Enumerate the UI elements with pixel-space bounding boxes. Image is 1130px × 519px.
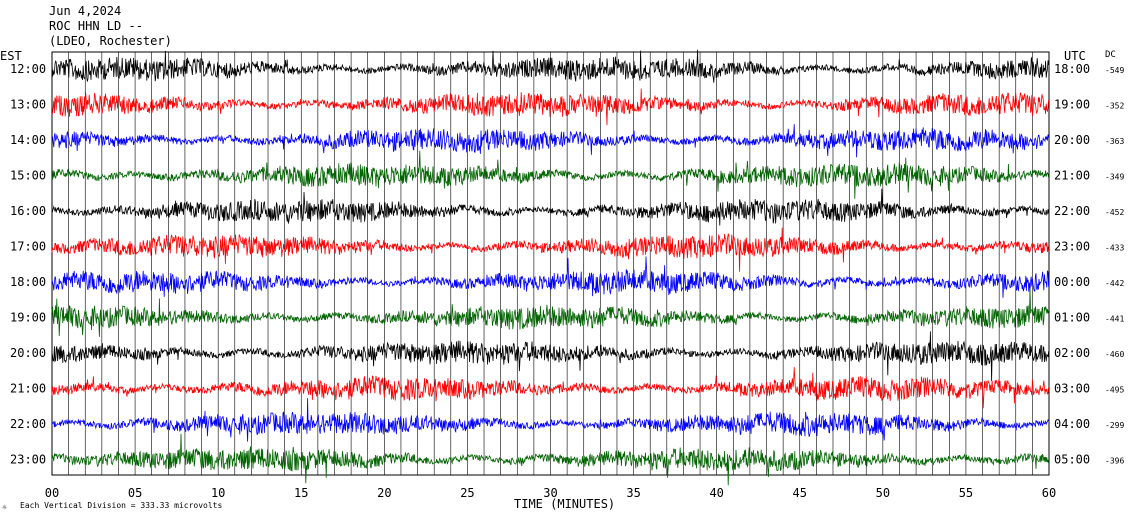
- utc-row-label: 03:00: [1054, 382, 1090, 396]
- dc-offset-label: -433: [1105, 244, 1124, 253]
- utc-row-label: 02:00: [1054, 346, 1090, 360]
- seismic-trace-row-1500: [51, 150, 1049, 199]
- dc-offset-label: -352: [1105, 102, 1124, 111]
- x-tick-labels: 00 05 10 15 20 25 30 35 40 45 50 55 60: [45, 486, 1056, 500]
- utc-timezone-label: UTC: [1064, 49, 1086, 63]
- utc-row-label: 20:00: [1054, 133, 1090, 147]
- est-timezone-label: EST: [0, 49, 22, 63]
- dc-offset-label: -349: [1105, 173, 1124, 182]
- dc-offset-label: -495: [1105, 386, 1124, 395]
- dc-header-label: DC: [1105, 50, 1116, 60]
- est-row-label: 15:00: [10, 169, 46, 183]
- dc-offset-label: -363: [1105, 137, 1124, 146]
- x-tick-label: 40: [709, 486, 723, 500]
- seismic-trace-row-1700: [51, 227, 1049, 272]
- x-tick-label: 55: [959, 486, 973, 500]
- est-row-label: 22:00: [10, 417, 46, 431]
- x-tick-label: 05: [128, 486, 142, 500]
- utc-row-label: 18:00: [1054, 62, 1090, 76]
- est-row-label: 18:00: [10, 275, 46, 289]
- dc-offset-label: -442: [1105, 279, 1124, 288]
- dc-offset-label: -452: [1105, 208, 1124, 217]
- est-row-label: 14:00: [10, 133, 46, 147]
- dc-offset-label: -299: [1105, 421, 1124, 430]
- est-row-label: 17:00: [10, 240, 46, 254]
- dc-offset-label: -460: [1105, 350, 1124, 359]
- row-labels: 12:00 18:00 -549 13:00 19:00 -352 14:00 20:00 -3…: [10, 62, 1124, 467]
- seismic-trace-row-2200: [51, 398, 1049, 442]
- utc-row-label: 00:00: [1054, 275, 1090, 289]
- x-axis-title: TIME (MINUTES): [514, 497, 615, 511]
- date-title: Jun 4,2024: [49, 4, 121, 18]
- est-row-label: 12:00: [10, 62, 46, 76]
- seismic-trace-row-1400: [51, 124, 1049, 158]
- footer-mark: ☼: [2, 503, 7, 512]
- est-row-label: 20:00: [10, 346, 46, 360]
- utc-row-label: 22:00: [1054, 204, 1090, 218]
- est-row-label: 16:00: [10, 204, 46, 218]
- seismic-trace-row-1300: [51, 88, 1049, 126]
- x-tick-label: 50: [876, 486, 890, 500]
- seismic-trace-row-1200: [51, 49, 1049, 83]
- seismic-trace-row-1600: [51, 188, 1049, 226]
- seismic-trace-row-1800: [51, 256, 1049, 298]
- x-tick-label: 10: [211, 486, 225, 500]
- x-tick-label: 30: [543, 486, 557, 500]
- utc-row-label: 05:00: [1054, 453, 1090, 467]
- est-row-label: 21:00: [10, 382, 46, 396]
- est-row-label: 19:00: [10, 311, 46, 325]
- utc-row-label: 21:00: [1054, 169, 1090, 183]
- utc-row-label: 04:00: [1054, 417, 1090, 431]
- x-tick-label: 60: [1042, 486, 1056, 500]
- utc-row-label: 23:00: [1054, 240, 1090, 254]
- x-tick-label: 45: [793, 486, 807, 500]
- seismic-trace-row-2300: [51, 433, 1049, 486]
- seismic-trace-row-2000: [51, 331, 1049, 382]
- minute-gridlines: [68, 52, 1033, 475]
- seismic-trace-row-2100: [51, 367, 1049, 409]
- network-title: (LDEO, Rochester): [49, 34, 172, 48]
- x-tick-label: 35: [626, 486, 640, 500]
- utc-row-label: 19:00: [1054, 98, 1090, 112]
- x-tick-label: 25: [460, 486, 474, 500]
- x-tick-label: 15: [294, 486, 308, 500]
- dc-offset-label: -396: [1105, 457, 1124, 466]
- x-tick-label: 00: [45, 486, 59, 500]
- dc-offset-label: -441: [1105, 315, 1124, 324]
- utc-row-label: 01:00: [1054, 311, 1090, 325]
- est-row-label: 23:00: [10, 453, 46, 467]
- station-title: ROC HHN LD --: [49, 19, 143, 33]
- dc-offset-label: -549: [1105, 66, 1124, 75]
- est-row-label: 13:00: [10, 98, 46, 112]
- x-tick-label: 20: [377, 486, 391, 500]
- trace-layer: [51, 49, 1049, 486]
- seismic-trace-row-1900: [51, 287, 1049, 337]
- vertical-division-note: Each Vertical Division = 333.33 microvol…: [20, 501, 222, 510]
